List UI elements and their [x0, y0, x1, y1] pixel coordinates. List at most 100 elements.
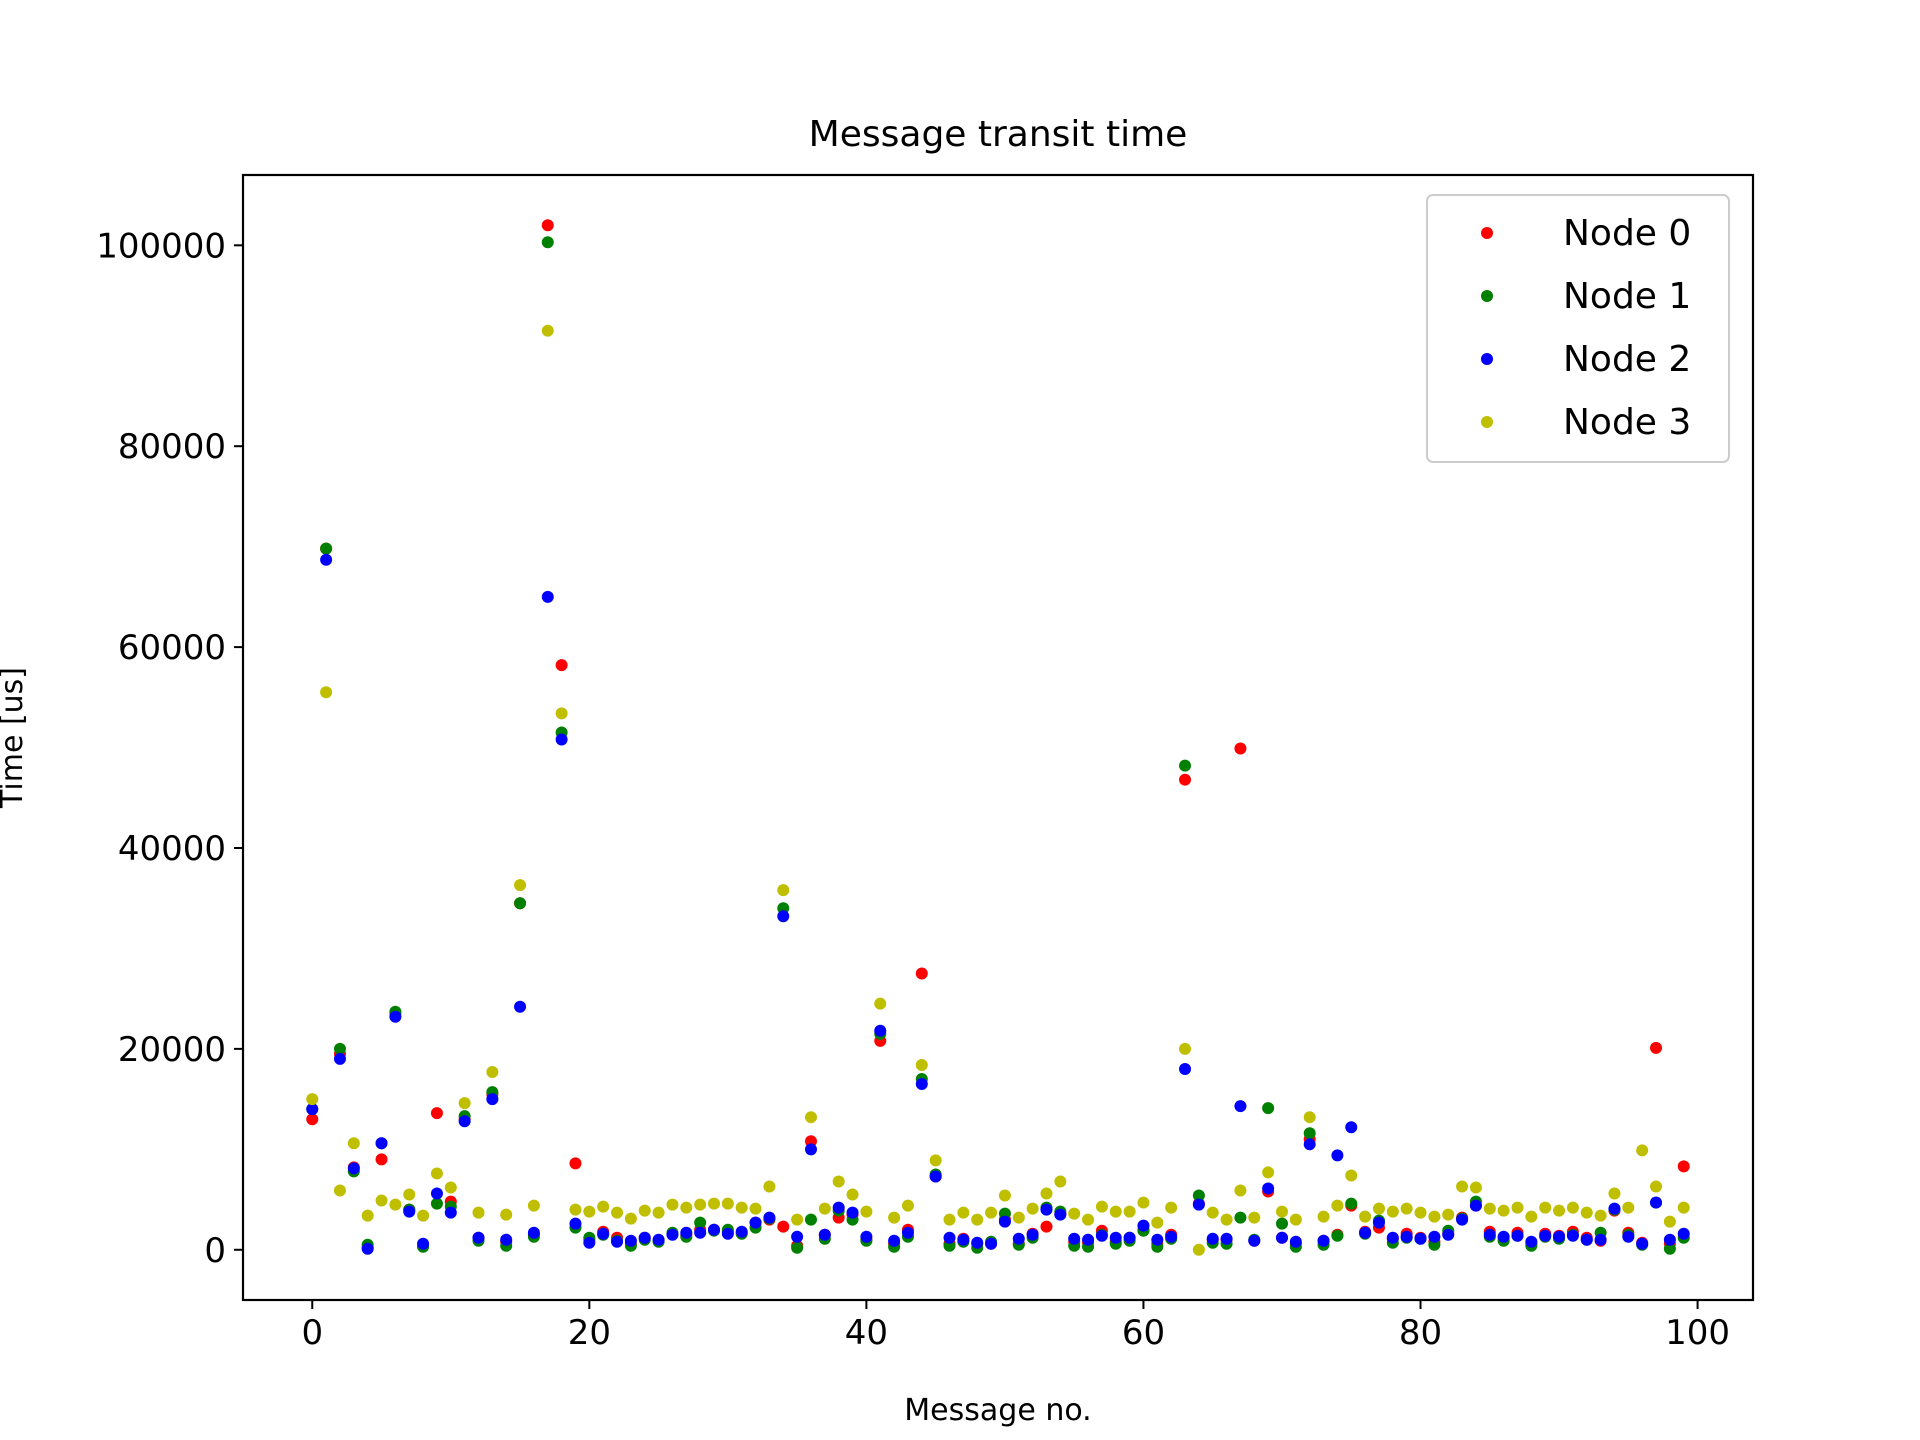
- data-point: [1331, 1229, 1344, 1242]
- data-point: [1539, 1201, 1552, 1214]
- data-point: [417, 1237, 430, 1250]
- data-point: [444, 1206, 457, 1219]
- data-point: [1525, 1235, 1538, 1248]
- data-point: [597, 1200, 610, 1213]
- data-point: [361, 1209, 374, 1222]
- data-point: [694, 1216, 707, 1229]
- data-point: [1677, 1201, 1690, 1214]
- y-tick-label: 0: [204, 1231, 226, 1271]
- data-point: [832, 1201, 845, 1214]
- data-point: [846, 1188, 859, 1201]
- data-point: [1553, 1230, 1566, 1243]
- y-tick-label: 20000: [118, 1030, 226, 1070]
- data-point: [1220, 1213, 1233, 1226]
- data-point: [430, 1197, 443, 1210]
- data-point: [735, 1201, 748, 1214]
- data-point: [583, 1205, 596, 1218]
- data-point: [375, 1153, 388, 1166]
- data-point: [541, 219, 554, 232]
- data-point: [320, 553, 333, 566]
- data-point: [458, 1115, 471, 1128]
- data-point: [347, 1137, 360, 1150]
- data-point: [541, 324, 554, 337]
- data-point: [1456, 1213, 1469, 1226]
- data-point: [306, 1113, 319, 1126]
- data-point: [500, 1233, 513, 1246]
- data-point: [555, 659, 568, 672]
- y-axis-label: Time [us]: [0, 667, 30, 809]
- data-point: [971, 1213, 984, 1226]
- data-point: [1345, 1197, 1358, 1210]
- data-point: [1650, 1196, 1663, 1209]
- chart-title: Message transit time: [809, 114, 1188, 155]
- data-point: [624, 1234, 637, 1247]
- data-point: [1317, 1210, 1330, 1223]
- data-point: [1414, 1232, 1427, 1245]
- x-tick-label: 20: [568, 1313, 611, 1353]
- data-point: [569, 1157, 582, 1170]
- data-point: [1234, 1184, 1247, 1197]
- data-point: [541, 236, 554, 249]
- data-point: [1663, 1242, 1676, 1255]
- data-point: [1109, 1231, 1122, 1244]
- data-point: [874, 1024, 887, 1037]
- data-point: [749, 1202, 762, 1215]
- data-point: [1026, 1202, 1039, 1215]
- data-point: [1359, 1226, 1372, 1239]
- data-point: [1414, 1206, 1427, 1219]
- y-tick-label: 40000: [118, 829, 226, 869]
- y-tick-label: 80000: [118, 427, 226, 467]
- y-tick-label: 60000: [118, 628, 226, 668]
- legend-marker: [1481, 227, 1493, 239]
- data-point: [804, 1213, 817, 1226]
- data-point: [1262, 1166, 1275, 1179]
- data-point: [403, 1188, 416, 1201]
- data-point: [1400, 1230, 1413, 1243]
- legend-label: Node 1: [1563, 276, 1691, 317]
- data-point: [1636, 1144, 1649, 1157]
- data-point: [1566, 1201, 1579, 1214]
- data-point: [1151, 1233, 1164, 1246]
- data-point: [444, 1181, 457, 1194]
- data-point: [929, 1170, 942, 1183]
- data-point: [1234, 1100, 1247, 1113]
- data-point: [1289, 1235, 1302, 1248]
- data-point: [888, 1234, 901, 1247]
- data-point: [1677, 1160, 1690, 1173]
- data-point: [1179, 1042, 1192, 1055]
- data-point: [1275, 1217, 1288, 1230]
- data-point: [1345, 1121, 1358, 1134]
- data-point: [860, 1230, 873, 1243]
- data-point: [708, 1223, 721, 1236]
- data-point: [1095, 1200, 1108, 1213]
- data-point: [1137, 1219, 1150, 1232]
- data-point: [985, 1206, 998, 1219]
- x-tick-label: 100: [1665, 1313, 1730, 1353]
- data-point: [846, 1206, 859, 1219]
- data-point: [1095, 1229, 1108, 1242]
- data-point: [306, 1103, 319, 1116]
- data-point: [901, 1199, 914, 1212]
- data-point: [1442, 1228, 1455, 1241]
- data-point: [791, 1213, 804, 1226]
- data-point: [1068, 1232, 1081, 1245]
- data-point: [791, 1241, 804, 1254]
- data-point: [1483, 1228, 1496, 1241]
- data-point: [804, 1143, 817, 1156]
- data-point: [638, 1231, 651, 1244]
- plot-area-frame: [241, 173, 1755, 1302]
- data-point: [333, 1052, 346, 1065]
- data-point: [1317, 1234, 1330, 1247]
- data-point: [375, 1137, 388, 1150]
- data-point: [943, 1213, 956, 1226]
- data-point: [1275, 1231, 1288, 1244]
- data-point: [998, 1189, 1011, 1202]
- data-point: [1553, 1204, 1566, 1217]
- data-point: [624, 1212, 637, 1225]
- data-point: [1359, 1210, 1372, 1223]
- data-point: [791, 1230, 804, 1243]
- data-point: [1165, 1201, 1178, 1214]
- data-point: [569, 1203, 582, 1216]
- data-point: [1179, 773, 1192, 786]
- data-point: [763, 1211, 776, 1224]
